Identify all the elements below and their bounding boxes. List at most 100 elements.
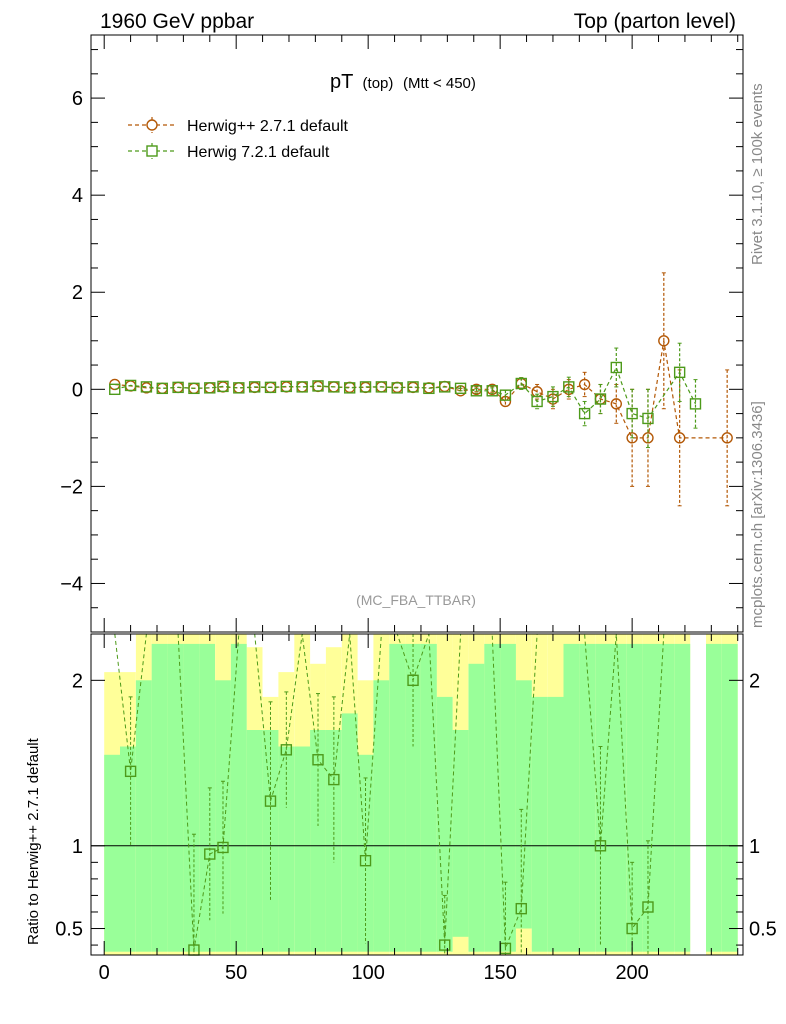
data-point xyxy=(423,382,435,395)
data-point xyxy=(217,380,229,393)
legend-marker xyxy=(146,119,158,131)
band-green xyxy=(642,643,659,952)
data-point xyxy=(547,390,559,403)
ratio-point xyxy=(264,795,277,807)
data-point xyxy=(172,381,184,394)
ratio-xtick-label: 100 xyxy=(351,962,384,984)
data-point xyxy=(124,379,137,392)
ratio-ytick-label: 0.5 xyxy=(55,919,83,941)
data-point xyxy=(328,381,340,393)
ratio-panel: 0.5 0.5 1 1 2 2 0 50 100 150 200 Ratio to Herwig++… xyxy=(25,633,777,984)
data-point xyxy=(610,361,622,374)
main-panel: −4 −2 0 2 4 6 pT (top) (Mtt < 450) (MC_FBA_TT… xyxy=(60,34,744,633)
data-point xyxy=(312,380,324,392)
mcplots-label: mcplots.cern.ch [arXiv:1306.3436] xyxy=(749,401,766,628)
ratio-point xyxy=(280,744,293,756)
band-green xyxy=(468,663,485,952)
ratio-xtick-label: 50 xyxy=(225,962,247,984)
band-green xyxy=(389,643,406,952)
band-green xyxy=(658,643,675,952)
series-line xyxy=(114,365,697,420)
data-point xyxy=(515,377,527,390)
ratio-point xyxy=(515,902,527,915)
band-green xyxy=(706,643,722,952)
band-green xyxy=(325,730,342,952)
data-point xyxy=(658,335,670,347)
band-green xyxy=(215,680,231,952)
data-point xyxy=(470,385,483,397)
legend-label: Herwig 7.2.1 default xyxy=(187,144,330,161)
data-point xyxy=(233,382,245,394)
data-point xyxy=(578,407,591,420)
band-green xyxy=(405,643,421,952)
data-point xyxy=(626,432,638,444)
ratio-point xyxy=(359,854,372,867)
band-green xyxy=(563,643,580,952)
ratio-ytick-label: 1 xyxy=(72,836,83,858)
band-green xyxy=(436,696,453,952)
ratio-point xyxy=(594,840,607,852)
data-point xyxy=(610,398,622,410)
data-point xyxy=(280,380,293,393)
band-green xyxy=(183,643,200,952)
band-green xyxy=(547,696,564,952)
data-point xyxy=(109,383,121,396)
ratio-point xyxy=(439,939,451,951)
data-point xyxy=(626,407,638,420)
ratio-xtick-label: 150 xyxy=(483,962,516,984)
ratio-xtick-label: 200 xyxy=(615,962,648,984)
ratio-xtick-label: 0 xyxy=(99,962,110,984)
band-green xyxy=(611,643,627,952)
data-point xyxy=(204,382,216,394)
band-green xyxy=(310,730,326,952)
data-point xyxy=(486,385,498,397)
main-ytick-label: 0 xyxy=(72,379,83,401)
band-green xyxy=(246,730,263,952)
data-point xyxy=(264,381,277,394)
ratio-ytick-label-right: 1 xyxy=(749,836,760,858)
band-green xyxy=(484,643,501,952)
band-green xyxy=(531,696,548,952)
watermark: (MC_FBA_TTBAR) xyxy=(356,592,476,608)
data-point xyxy=(721,432,733,444)
data-point xyxy=(343,382,356,394)
ratio-point xyxy=(217,841,229,854)
band-green xyxy=(579,643,596,952)
ratio-point xyxy=(312,754,324,766)
band-green xyxy=(135,680,152,952)
band-green xyxy=(373,680,390,952)
data-point xyxy=(642,412,654,425)
data-point xyxy=(439,381,451,393)
band-green xyxy=(230,643,247,952)
legend-label: Herwig++ 2.7.1 default xyxy=(187,118,349,135)
data-point xyxy=(454,382,467,395)
main-ytick-label: −2 xyxy=(60,476,83,498)
legend-marker xyxy=(146,145,158,157)
series-herwig7 xyxy=(109,342,702,449)
data-point xyxy=(188,382,200,395)
header-left: 1960 GeV ppbar xyxy=(100,10,254,33)
data-point xyxy=(673,432,686,444)
data-point xyxy=(689,398,702,410)
band-green xyxy=(341,713,358,952)
legend: Herwig++ 2.7.1 default Herwig 7.2.1 defau… xyxy=(128,117,349,161)
band-green xyxy=(120,746,136,952)
data-point xyxy=(140,381,153,393)
plot-title: pT (top) (Mtt < 450) xyxy=(330,71,476,93)
series-line xyxy=(114,340,728,439)
band-green xyxy=(674,643,691,952)
header-right: Top (parton level) xyxy=(574,10,736,33)
data-point xyxy=(642,432,654,444)
ratio-point xyxy=(204,848,216,860)
band-green xyxy=(294,746,311,952)
main-frame xyxy=(90,34,744,633)
ratio-ytick-label-right: 2 xyxy=(749,670,760,692)
main-ytick-label: −4 xyxy=(60,573,83,595)
band-green xyxy=(199,643,215,952)
ratio-point xyxy=(626,922,638,935)
band-green xyxy=(421,643,437,952)
data-point xyxy=(296,381,308,393)
band-green xyxy=(262,730,279,952)
data-point xyxy=(407,381,419,393)
main-ytick-label: 4 xyxy=(72,185,83,207)
